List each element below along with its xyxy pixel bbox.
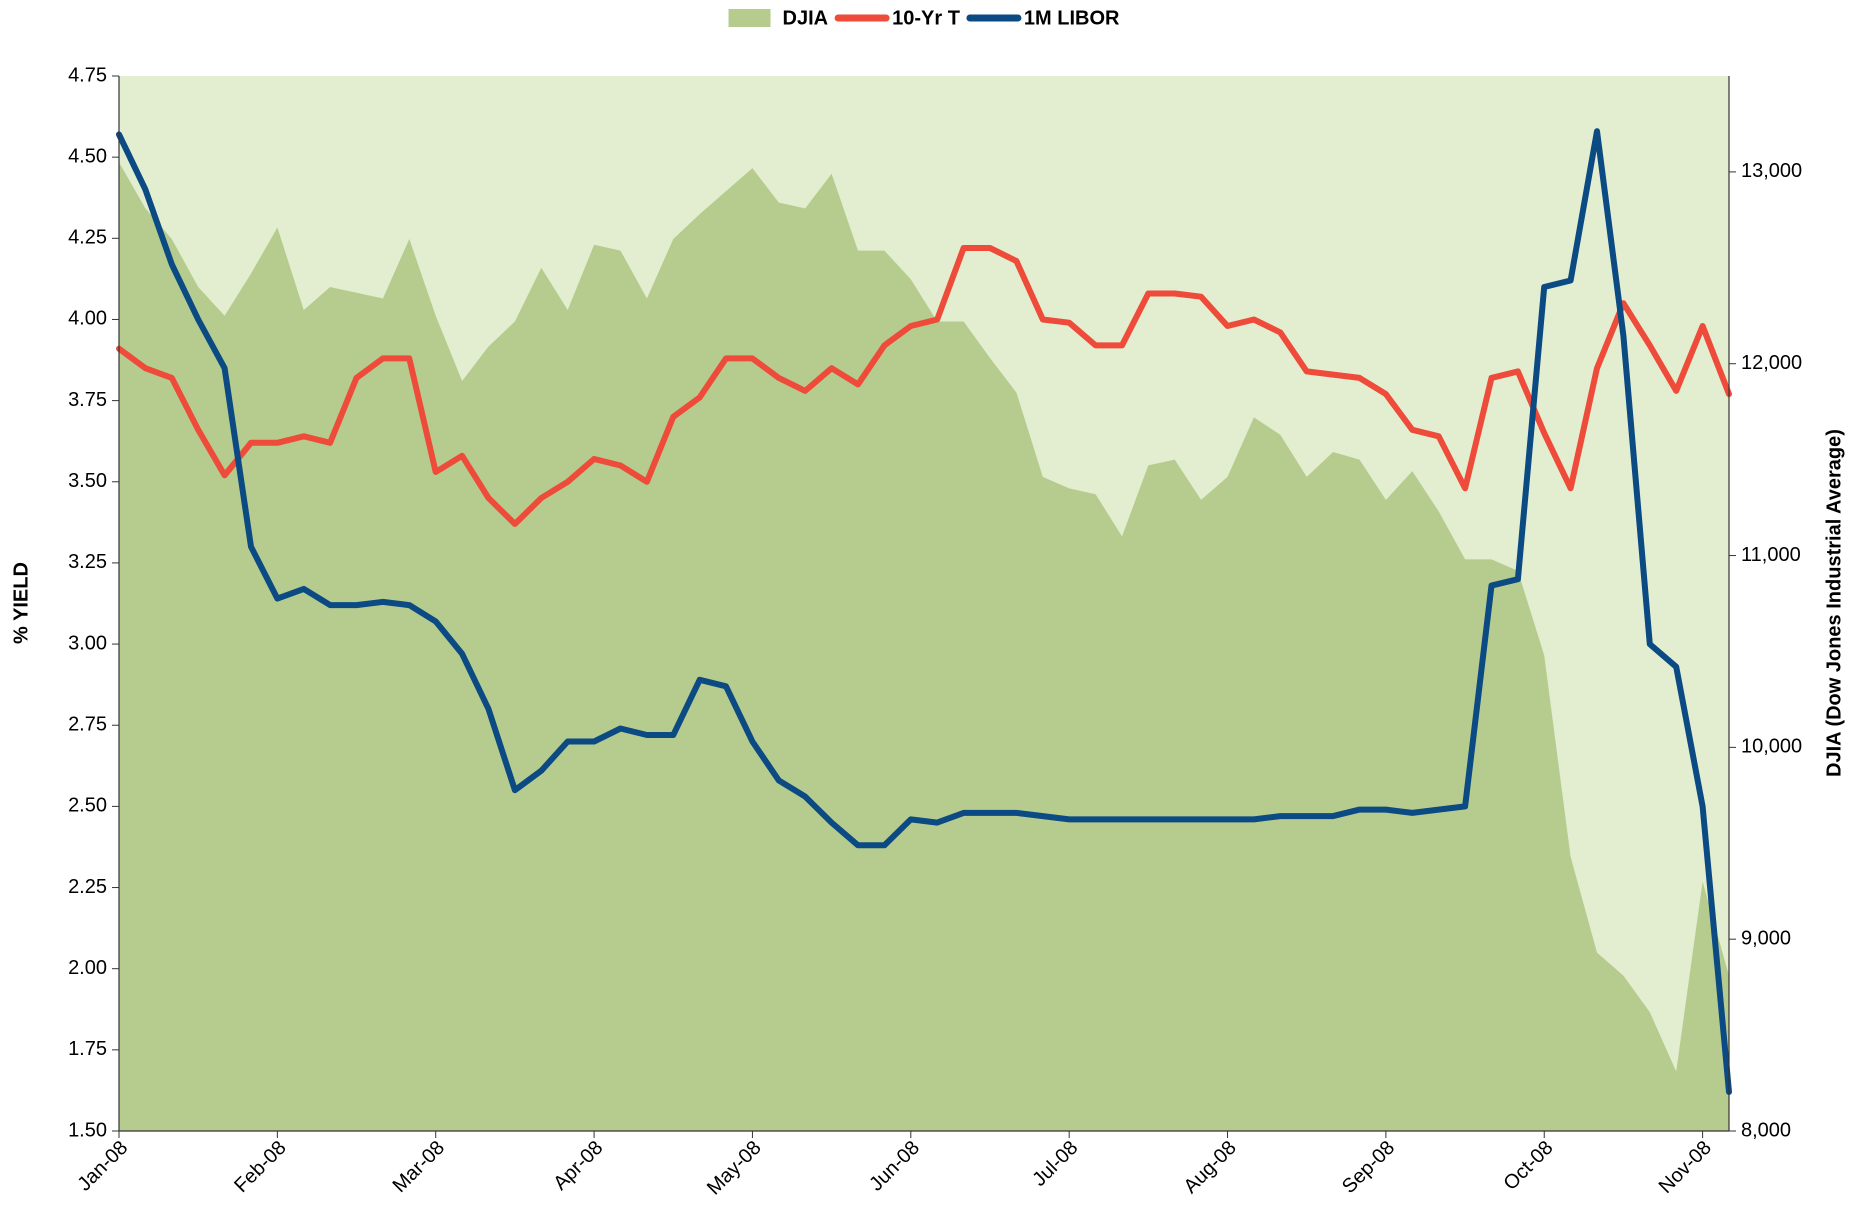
x-tick-label: Jan-08 [73, 1137, 132, 1196]
x-tick-label: Jul-08 [1028, 1137, 1082, 1191]
x-tick-label: Apr-08 [549, 1137, 607, 1195]
x-tick-label: Feb-08 [230, 1137, 290, 1197]
y-tick-label: 1.50 [68, 1119, 107, 1141]
y2-tick-label: 11,000 [1741, 544, 1801, 566]
y-tick-label: 3.00 [68, 632, 107, 654]
x-tick-label: Jun-08 [865, 1137, 924, 1196]
y-tick-label: 2.00 [68, 957, 107, 979]
y-tick-label: 2.25 [68, 876, 107, 898]
x-tick-label: Sep-08 [1338, 1137, 1399, 1198]
y-tick-label: 4.00 [68, 308, 107, 330]
y-tick-label: 3.50 [68, 470, 107, 492]
y2-tick-label: 10,000 [1741, 736, 1802, 758]
y-tick-label: 4.25 [68, 227, 107, 249]
legend-label: 1M LIBOR [1024, 7, 1120, 29]
y-tick-label: 4.75 [68, 64, 107, 86]
y2-tick-label: 12,000 [1741, 352, 1802, 374]
x-tick-label: Aug-08 [1180, 1137, 1241, 1198]
x-tick-label: May-08 [703, 1137, 766, 1200]
y-axis-title: % YIELD [10, 562, 32, 644]
y-tick-label: 1.75 [68, 1038, 107, 1060]
line [116, 128, 1732, 1095]
legend: DJIA 10-Yr T 1M LIBOR [728, 7, 1120, 29]
y-tick-label: 4.50 [68, 145, 107, 167]
y-tick-label: 3.25 [68, 551, 107, 573]
legend-swatch [728, 9, 771, 27]
y2-axis-title: DJIA (Dow Jones Industrial Average) [1823, 429, 1845, 777]
x-tick-label: Nov-08 [1655, 1137, 1716, 1198]
x-tick-label: Oct-08 [1500, 1137, 1558, 1195]
y-tick-label: 2.50 [68, 795, 107, 817]
y2-tick-label: 13,000 [1741, 160, 1802, 182]
y-tick-label: 3.75 [68, 389, 107, 411]
y2-tick-label: 8,000 [1741, 1119, 1791, 1141]
line [116, 245, 1732, 527]
y2-tick-label: 9,000 [1741, 927, 1791, 949]
legend-label: DJIA [783, 7, 829, 29]
x-tick-label: Mar-08 [389, 1137, 449, 1197]
legend-label: 10-Yr T [892, 7, 960, 29]
area [119, 162, 1729, 1132]
y-tick-label: 2.75 [68, 714, 107, 736]
